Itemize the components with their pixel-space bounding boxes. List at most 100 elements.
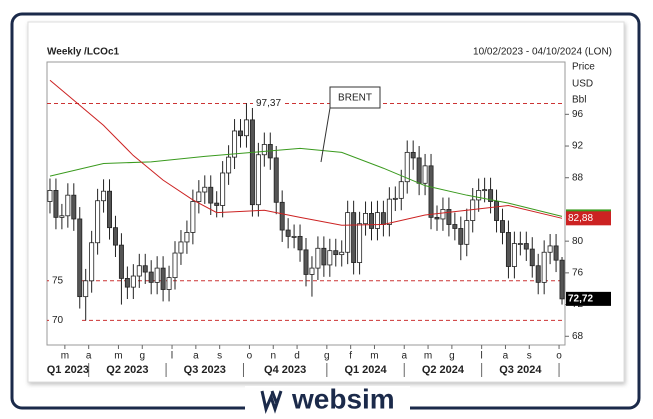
candle-body: [226, 156, 232, 174]
candle-body: [142, 265, 148, 273]
candle-body: [309, 267, 315, 275]
annotation-pointer: [320, 107, 331, 163]
candle-body: [363, 213, 369, 225]
reference-label: 75: [52, 275, 64, 286]
candle-body: [345, 212, 351, 253]
y-tick-label: 88: [572, 172, 584, 183]
candle-body: [410, 151, 416, 159]
end-label: 82,88: [568, 213, 593, 224]
reference-label: 70: [52, 315, 64, 326]
x-tick-label: g: [449, 351, 455, 362]
y-tick-label: 76: [572, 268, 584, 279]
x-tick-label: d: [294, 351, 300, 362]
moving-average: [49, 79, 563, 226]
x-tick-label: m: [114, 351, 122, 362]
candle-body: [118, 244, 124, 279]
candle-body: [547, 245, 553, 253]
candle-body: [136, 265, 142, 277]
unit-label: Bbl: [572, 95, 586, 106]
unit-label: Price: [572, 62, 595, 73]
chart-title: Weekly /LCOc1: [47, 47, 120, 58]
chart-panel: [27, 21, 625, 383]
end-label-bg: [566, 211, 611, 226]
x-tick-label: s: [217, 351, 222, 362]
candle-body: [470, 199, 476, 221]
reference-label: 97,37: [256, 98, 281, 109]
candle-body: [172, 252, 178, 279]
candle-body: [285, 229, 291, 237]
candle-body: [89, 242, 95, 282]
candle-body: [303, 249, 309, 275]
reference-label-bg: [49, 314, 81, 327]
candle-body: [541, 251, 547, 283]
candle-body: [297, 235, 303, 251]
candle-body: [529, 248, 535, 267]
candle-body: [333, 250, 339, 256]
candle-body: [440, 209, 446, 220]
candle-body: [452, 224, 458, 229]
candle-body: [535, 265, 541, 283]
candle-body: [238, 130, 243, 137]
x-tick-label: n: [270, 351, 276, 362]
candle-body: [77, 218, 83, 298]
candle-body: [184, 232, 190, 243]
x-tick-label: g: [139, 351, 145, 362]
candle-body: [327, 250, 333, 266]
candle-body: [404, 151, 410, 183]
y-tick-label: 80: [572, 236, 584, 247]
candle-body: [202, 186, 208, 193]
x-tick-label: a: [503, 351, 509, 362]
quarter-label: Q2 2023: [106, 364, 148, 376]
quarter-label: Q1 2023: [47, 364, 89, 376]
candle-body: [446, 209, 452, 225]
brand: websim: [291, 383, 395, 414]
y-tick-label: 96: [572, 109, 584, 120]
x-tick-label: o: [247, 351, 253, 362]
candle-body: [71, 194, 77, 220]
candle-body: [273, 157, 279, 203]
plot: 6872768088929697,377570mamglasondgfmamgl…: [47, 79, 611, 377]
candle-body: [499, 220, 505, 233]
x-tick-label: a: [193, 351, 199, 362]
candle-body: [112, 227, 118, 246]
candle-body: [553, 245, 559, 261]
candle-body: [386, 198, 392, 225]
candle-body: [148, 271, 154, 283]
candle-body: [398, 181, 404, 199]
quarter-label: Q1 2024: [344, 364, 387, 376]
moving-average: [49, 147, 563, 217]
candle-body: [422, 165, 428, 184]
candle-body: [124, 278, 130, 288]
candle-body: [59, 215, 65, 218]
candle-body: [488, 189, 494, 202]
date-range: 10/02/2023 - 04/10/2024 (LON): [473, 47, 612, 58]
quarter-label: Q3 2023: [184, 364, 226, 376]
candle-body: [559, 259, 565, 300]
candle-body: [374, 212, 380, 229]
candle-body: [214, 202, 220, 206]
candle-body: [166, 277, 172, 290]
candle-body: [464, 220, 470, 245]
candle-body: [416, 157, 422, 184]
candle-body: [392, 197, 398, 200]
candle-body: [190, 201, 196, 233]
candle-body: [339, 251, 345, 256]
candle-body: [523, 243, 529, 250]
candle-body: [428, 165, 434, 218]
x-tick-label: g: [324, 351, 330, 362]
annotation-box: [329, 86, 381, 109]
candle-body: [208, 186, 214, 204]
candle-body: [232, 130, 238, 158]
annotation: BRENT: [338, 93, 372, 104]
candle-body: [220, 172, 226, 206]
candle-body: [107, 190, 113, 229]
unit-label: USD: [572, 79, 593, 90]
candle-body: [434, 216, 440, 220]
candle-body: [154, 267, 160, 283]
candle-body: [178, 241, 184, 254]
x-tick-label: m: [424, 351, 432, 362]
x-tick-label: l: [171, 351, 173, 362]
candle-body: [196, 191, 202, 202]
last-price-bg: [566, 291, 611, 306]
